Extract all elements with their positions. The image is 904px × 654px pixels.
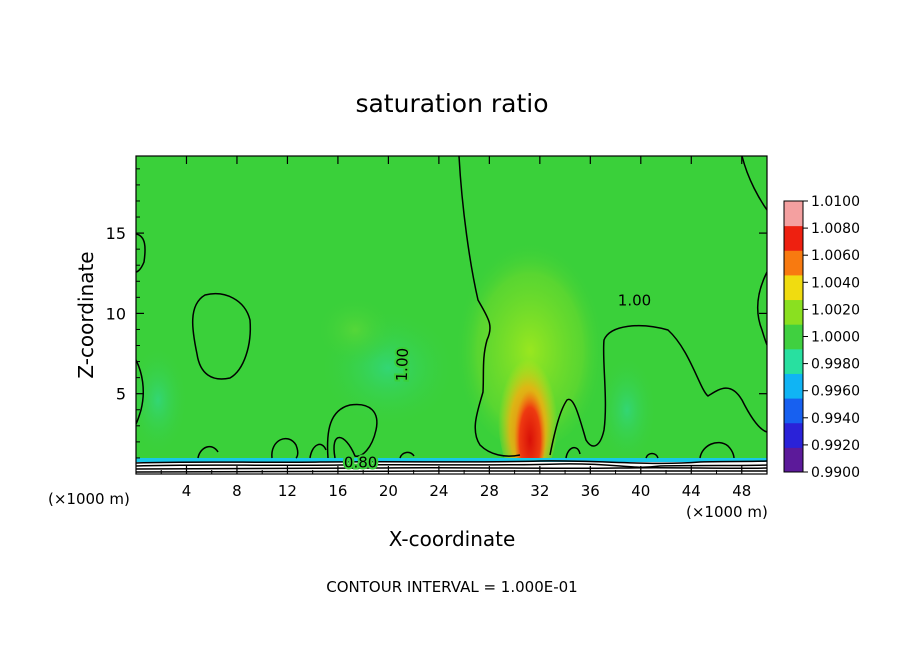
colorbar-swatch <box>784 324 803 350</box>
x-tick-label: 44 <box>682 482 701 500</box>
colorbar-swatch <box>784 225 803 251</box>
contour-line <box>458 156 521 457</box>
contour-label: 0.80 <box>344 454 377 472</box>
colorbar-swatch <box>784 201 803 227</box>
plot-frame <box>135 155 768 475</box>
colorbar-label: 0.9980 <box>811 357 860 373</box>
contour-line <box>326 403 378 459</box>
contour-label: 1.00 <box>618 291 651 309</box>
y-axis: 5 10 15 <box>106 168 767 459</box>
x-axis-label: X-coordinate <box>389 527 516 551</box>
contour-line <box>271 437 299 459</box>
contour-line <box>645 452 659 459</box>
x-tick-label: 48 <box>732 482 751 500</box>
colorbar-swatch <box>784 274 803 301</box>
x-tick-label: 12 <box>278 482 297 500</box>
contour-line <box>197 445 219 459</box>
colorbar-swatch <box>784 373 803 399</box>
x-tick-label: 24 <box>429 482 448 500</box>
y-tick-label: 5 <box>116 385 126 404</box>
colorbar-swatch <box>784 250 803 276</box>
colorbar-swatch <box>784 447 803 473</box>
field-teal-patch <box>597 355 657 465</box>
colorbar-label: 0.9960 <box>811 384 860 400</box>
x-tick-label: 28 <box>480 482 499 500</box>
field-background <box>136 156 767 474</box>
x-tick-label: 8 <box>232 482 242 500</box>
field-plume <box>455 230 605 450</box>
field-teal-patch <box>136 345 188 455</box>
contour-interval-note: CONTOUR INTERVAL = 1.000E-01 <box>326 578 577 596</box>
colorbar-swatch <box>784 299 803 325</box>
colorbar-label: 0.9920 <box>811 438 860 454</box>
colorbar-label: 1.0060 <box>811 248 860 264</box>
contour-line <box>549 324 767 456</box>
x-unit-label-right: (×1000 m) <box>686 503 768 521</box>
colorbar-label: 1.0000 <box>811 330 860 346</box>
contour-line <box>309 443 327 459</box>
field-boundary-band <box>136 458 767 462</box>
colorbar-swatch <box>784 398 803 424</box>
colorbar-swatch <box>784 422 803 448</box>
y-tick-label: 10 <box>106 304 126 323</box>
field-red-core <box>514 380 546 474</box>
plot-area: 1.00 1.00 0.80 <box>136 156 767 474</box>
x-tick-label: 36 <box>581 482 600 500</box>
contour-line <box>741 156 767 211</box>
x-tick-label: 4 <box>182 482 192 500</box>
colorbar-swatch <box>784 348 803 374</box>
y-tick-label: 15 <box>106 224 126 243</box>
contour-line <box>136 233 146 273</box>
colorbar-label: 0.9900 <box>811 465 860 481</box>
colorbar-label: 1.0040 <box>811 275 860 291</box>
contour-line <box>136 460 767 465</box>
colorbar-label: 1.0080 <box>811 221 860 237</box>
contour-labels: 1.00 1.00 0.80 <box>342 289 653 473</box>
contour-line <box>136 466 767 470</box>
colorbar-label: 1.0100 <box>811 194 860 210</box>
x-tick-label: 40 <box>631 482 650 500</box>
contour-line <box>191 293 252 380</box>
contour-line <box>399 451 415 459</box>
contour-line <box>565 446 581 459</box>
x-axis: 4 8 12 16 20 24 28 32 36 40 44 48 <box>160 156 751 500</box>
colorbar-label: 1.0020 <box>811 302 860 318</box>
chart-title: saturation ratio <box>355 89 548 118</box>
x-tick-label: 20 <box>379 482 398 500</box>
contour-line <box>136 469 767 473</box>
x-tick-label: 32 <box>530 482 549 500</box>
contour-line <box>136 463 767 468</box>
contour-lines <box>136 156 767 473</box>
colorbar-label: 0.9940 <box>811 411 860 427</box>
x-tick-label: 16 <box>328 482 347 500</box>
contour-line <box>699 441 735 459</box>
colorbar: 0.9900 0.9920 0.9940 0.9960 0.9980 1.0000 1.00… <box>783 194 860 481</box>
field-light-patch <box>315 295 395 365</box>
contour-label: 1.00 <box>393 348 412 382</box>
x-unit-label-left: (×1000 m) <box>48 490 130 508</box>
y-axis-label: Z-coordinate <box>74 251 98 378</box>
